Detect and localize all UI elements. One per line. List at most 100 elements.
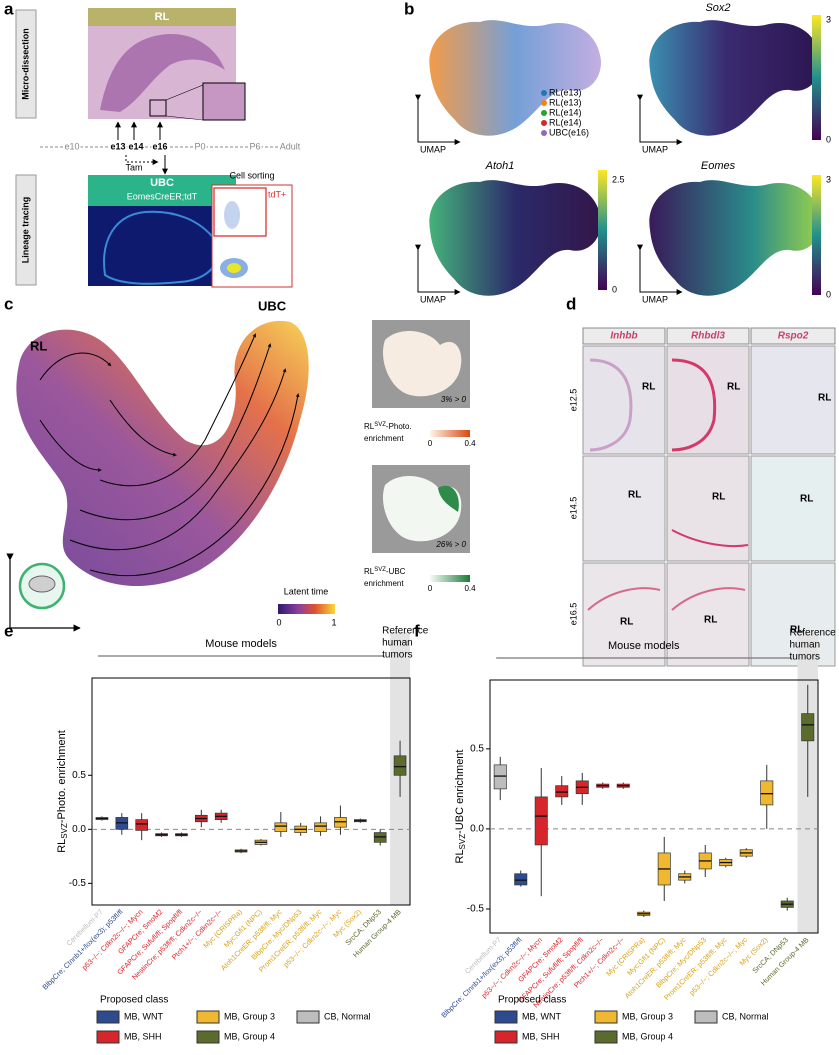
timeline-label: e16: [152, 141, 167, 151]
side-box: [15, 174, 37, 286]
colorbar-tick: 1: [331, 617, 336, 627]
umap-x-label: UMAP: [642, 144, 668, 154]
zoom-line: [165, 115, 204, 121]
inset-label: enrichment: [364, 579, 404, 588]
label-part: SVZ: [60, 823, 69, 839]
colorbar-tick: 0.4: [464, 439, 476, 448]
timeline-label: e13: [110, 141, 125, 151]
y-tick-label: 0.0: [72, 824, 86, 835]
box: [314, 822, 327, 832]
box: [135, 819, 149, 831]
side-label: Micro-dissection: [20, 28, 30, 100]
box: [534, 796, 548, 846]
umap-cloud: [429, 20, 601, 136]
reference-label: human: [382, 638, 413, 649]
legend-label: CB, Normal: [722, 1011, 769, 1021]
label-part: -Photo. enrichment: [56, 730, 68, 823]
brain-icon: [28, 575, 56, 593]
legend-label: MB, Group 4: [622, 1031, 673, 1041]
rl-marker: RL: [704, 615, 717, 626]
colorbar: [812, 15, 821, 140]
timeline-label: e14: [128, 141, 143, 151]
label-part: RL: [56, 839, 68, 853]
inset-stat: 26% > 0: [435, 540, 466, 549]
y-tick-label: -0.5: [69, 878, 87, 889]
umap-cloud: [429, 180, 601, 296]
box: [493, 764, 507, 790]
tam-label: Tam: [125, 162, 142, 172]
y-axis-label: RLSVZ-UBC enrichment: [454, 750, 467, 864]
zoom-line: [165, 84, 204, 101]
label-part: SVZ: [458, 834, 467, 850]
group-label: Mouse models: [608, 640, 680, 652]
panel-letter: f: [414, 621, 420, 640]
rl-marker: RL: [727, 382, 740, 393]
y-tick-label: 0.5: [72, 770, 86, 781]
colorbar-tick: 0: [826, 134, 831, 144]
colorbar: [598, 170, 607, 290]
label-part: RL: [364, 567, 375, 576]
legend-swatch: [196, 1010, 220, 1024]
umap-cloud: [649, 20, 821, 136]
rl-marker: RL: [818, 393, 831, 404]
group-label: Mouse models: [205, 638, 277, 650]
tam-arrow: [125, 155, 159, 165]
gene-header: Rhbdl3: [691, 331, 725, 342]
legend-label: UBC(e16): [549, 127, 589, 137]
legend-title: Proposed class: [100, 995, 168, 1006]
gene-title: Eomes: [701, 160, 736, 172]
legend-dot: [541, 130, 547, 136]
colorbar-tick: 3: [826, 174, 831, 184]
inset-embedding: [382, 330, 462, 397]
panel-b-art: [415, 15, 821, 296]
colorbar-tick: 2.5: [612, 174, 625, 184]
legend-swatch: [594, 1030, 618, 1044]
stream-embedding: [16, 320, 309, 587]
legend-label: MB, Group 3: [224, 1011, 275, 1021]
colorbar-tick: 3: [826, 14, 831, 24]
legend-label: MB, WNT: [522, 1011, 561, 1021]
colorbar: [812, 175, 821, 295]
umap-axes: [415, 244, 461, 295]
sorting-title: Cell sorting: [229, 170, 274, 180]
inset-label: enrichment: [364, 434, 404, 443]
tissue: [100, 34, 225, 112]
box: [393, 755, 407, 776]
panel-letter: c: [4, 294, 13, 313]
stage-label: e14.5: [568, 497, 578, 520]
panel-d-art: [582, 327, 836, 667]
umap-x-label: UMAP: [420, 294, 446, 304]
population: [224, 201, 240, 229]
legend-dot: [541, 120, 547, 126]
colorbar-title: Latent time: [284, 586, 329, 596]
reference-label: human: [790, 640, 821, 651]
header-bar: [88, 175, 236, 206]
label-part: -UBC: [386, 567, 406, 576]
panel-c-art: [6, 320, 470, 632]
colorbar-tick: 0: [428, 584, 433, 593]
panel-letter: b: [404, 0, 414, 18]
embedding-axes: [6, 553, 81, 632]
gene-header: Rspo2: [778, 331, 809, 342]
colorbar-tick: 0: [428, 439, 433, 448]
side-box: [15, 9, 37, 119]
stage-label: e12.5: [568, 389, 578, 412]
box: [760, 780, 774, 806]
box: [514, 873, 528, 886]
legend-swatch: [694, 1010, 718, 1024]
header-bar: [88, 8, 236, 26]
colorbar-tick: 0: [826, 289, 831, 299]
box: [555, 785, 569, 798]
stage-label: e16.5: [568, 603, 578, 626]
cluster-label: RL: [30, 338, 47, 353]
legend-label: RL(e14): [549, 117, 582, 127]
legend-swatch: [96, 1030, 120, 1044]
reference-label: tumors: [790, 652, 821, 663]
rl-marker: RL: [712, 492, 725, 503]
population-core: [227, 263, 241, 273]
inset-label: RLSVZ-Photo.: [364, 422, 412, 432]
inset-label: RLSVZ-UBC: [364, 567, 406, 577]
legend-swatch: [96, 1010, 120, 1024]
